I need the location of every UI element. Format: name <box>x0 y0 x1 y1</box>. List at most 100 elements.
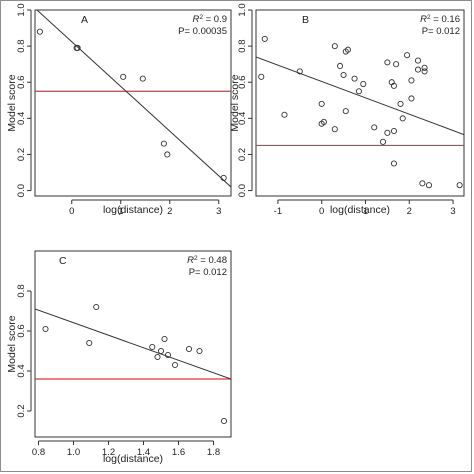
y-tick-label: 0.0 <box>237 184 248 197</box>
x-tick-label: 0 <box>69 206 74 217</box>
data-point <box>384 129 391 136</box>
data-point <box>261 35 268 42</box>
data-point <box>397 100 404 107</box>
y-axis-label: Model score <box>229 74 241 131</box>
data-point <box>379 138 387 145</box>
data-point <box>281 111 288 118</box>
data-point <box>139 75 146 82</box>
x-tick-label: 2 <box>407 206 412 217</box>
data-point <box>342 108 349 115</box>
panel-letter: A <box>81 14 88 26</box>
data-point <box>425 182 433 189</box>
data-point <box>164 151 171 158</box>
x-tick-label: 3 <box>216 206 221 217</box>
data-point <box>351 75 358 82</box>
data-point <box>414 66 422 73</box>
data-point <box>331 43 338 50</box>
y-tick-label: 0.8 <box>16 284 27 297</box>
data-point <box>220 174 227 181</box>
panel-b: -1 0 1 2 3 0.0 0.2 0.4 0.6 0.8 1.0 log(distance) Mod… <box>229 3 465 217</box>
data-point <box>161 335 168 343</box>
y-tick-label: 0.2 <box>16 148 27 161</box>
data-point <box>196 347 203 355</box>
data-point <box>414 57 422 64</box>
r-squared-label: R2 = 0.16 <box>420 14 460 26</box>
data-point <box>390 82 397 89</box>
x-axis-label: log(distance) <box>103 204 163 216</box>
data-point <box>419 180 426 187</box>
y-tick-label: 0.4 <box>237 112 248 125</box>
y-tick-label: 0.2 <box>237 148 248 161</box>
data-point <box>296 68 303 75</box>
data-point <box>171 361 179 369</box>
data-point <box>74 44 81 51</box>
x-axis-label: log(distance) <box>103 453 163 465</box>
x-tick-label: 1.4 <box>137 447 150 458</box>
y-tick-label: 0.8 <box>16 40 27 53</box>
x-tick-label: 1.8 <box>207 447 220 458</box>
y-tick-label: 0.6 <box>16 324 27 337</box>
x-tick-label: 1 <box>118 206 123 217</box>
x-axis-label: log(distance) <box>330 204 390 216</box>
p-value-label: P= 0.012 <box>422 26 460 37</box>
y-tick-label: 0.2 <box>16 404 27 417</box>
data-point <box>456 182 463 189</box>
r-squared-label: R2 = 0.9 <box>192 14 227 26</box>
data-point <box>42 325 49 333</box>
data-point <box>160 140 167 147</box>
data-point <box>86 339 93 347</box>
data-point <box>421 64 428 71</box>
data-point <box>120 73 127 80</box>
data-point <box>371 124 378 131</box>
panel-c: 0.8 1.0 1.2 1.4 1.6 1.8 0.2 0.4 0.6 0.8 log(distan… <box>6 250 232 465</box>
y-tick-label: 0.6 <box>16 76 27 89</box>
x-tick-label: 1.2 <box>102 447 115 458</box>
data-point <box>404 52 411 59</box>
x-tick-label: -1 <box>274 206 282 217</box>
r-squared-label: R2 = 0.48 <box>187 255 227 267</box>
x-tick-label: 0 <box>319 206 324 217</box>
plot-box <box>34 9 232 197</box>
data-point <box>220 417 228 425</box>
data-point <box>157 347 165 355</box>
data-point <box>408 95 415 102</box>
data-point <box>36 28 43 35</box>
data-point <box>384 59 391 66</box>
x-tick-label: 1 <box>363 206 368 217</box>
regression-line <box>36 10 231 188</box>
data-point <box>344 46 352 53</box>
y-axis-label: Model score <box>6 74 18 131</box>
y-tick-label: 1.0 <box>16 3 27 16</box>
plot-box <box>255 9 465 197</box>
x-tick-label: 2 <box>167 206 172 217</box>
y-tick-label: 0.8 <box>237 40 248 53</box>
x-tick-label: 1.6 <box>172 447 185 458</box>
panel-letter: B <box>302 14 309 26</box>
panel-letter: C <box>59 255 67 267</box>
data-point <box>408 77 415 84</box>
data-point <box>318 120 325 127</box>
data-point <box>393 61 400 68</box>
data-point <box>258 73 265 80</box>
data-point <box>337 62 344 70</box>
regression-line <box>35 308 231 380</box>
data-point <box>421 68 428 75</box>
y-tick-label: 0.4 <box>16 112 27 125</box>
data-point <box>355 88 362 95</box>
p-value-label: P= 0.012 <box>189 267 227 278</box>
p-value-label: P= 0.00035 <box>178 26 227 37</box>
data-point <box>164 351 172 359</box>
data-point <box>318 100 325 107</box>
plot-box <box>34 250 232 438</box>
x-tick-label: 1.0 <box>67 447 80 458</box>
y-tick-label: 0.0 <box>16 184 27 197</box>
y-tick-label: 1.0 <box>237 3 248 16</box>
data-point <box>390 160 397 167</box>
regression-line <box>256 56 464 136</box>
data-point <box>149 343 156 351</box>
data-point <box>360 80 367 88</box>
y-axis-label: Model score <box>6 315 18 372</box>
x-tick-label: 0.8 <box>32 447 45 458</box>
